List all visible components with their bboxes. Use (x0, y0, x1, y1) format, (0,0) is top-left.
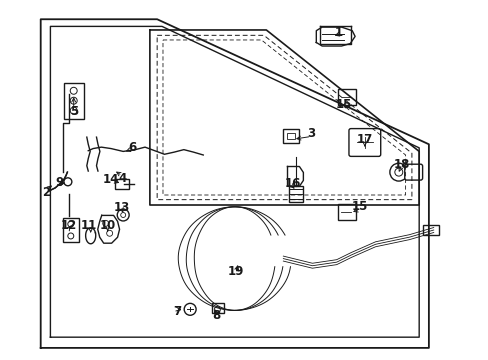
Circle shape (389, 163, 407, 181)
Text: 4: 4 (118, 172, 126, 185)
Bar (63, 83, 83, 118)
Circle shape (70, 87, 77, 94)
Circle shape (70, 107, 77, 114)
Bar (212, 303, 224, 313)
Circle shape (106, 230, 112, 236)
Text: 17: 17 (356, 134, 372, 147)
Circle shape (184, 303, 196, 315)
Bar (423, 225, 438, 235)
Text: 3: 3 (307, 127, 315, 140)
Text: 19: 19 (227, 265, 244, 278)
Circle shape (70, 97, 77, 104)
Text: 11: 11 (81, 219, 97, 232)
Text: 13: 13 (114, 201, 130, 214)
FancyBboxPatch shape (348, 129, 380, 156)
Text: 6: 6 (127, 141, 136, 154)
Text: 8: 8 (212, 309, 220, 321)
Bar (338, 204, 356, 220)
Text: 2: 2 (42, 186, 50, 199)
Circle shape (68, 221, 74, 227)
Circle shape (102, 220, 108, 226)
Circle shape (64, 178, 72, 186)
Text: 12: 12 (61, 219, 77, 232)
Text: 15: 15 (335, 98, 351, 111)
Circle shape (68, 233, 74, 239)
FancyBboxPatch shape (404, 164, 422, 180)
Bar (289, 186, 303, 202)
Text: 9: 9 (55, 176, 63, 189)
Text: 14: 14 (102, 173, 119, 186)
Text: 18: 18 (393, 158, 409, 171)
Text: 16: 16 (284, 177, 301, 190)
Bar (115, 179, 128, 189)
Bar (286, 134, 294, 139)
Bar (338, 89, 356, 105)
Text: 7: 7 (173, 305, 181, 318)
Text: 15: 15 (351, 200, 367, 213)
Text: 5: 5 (69, 105, 78, 118)
Text: 10: 10 (100, 219, 116, 232)
Bar (282, 130, 298, 143)
Bar (63, 218, 79, 242)
Circle shape (117, 209, 129, 221)
Text: 1: 1 (334, 26, 343, 39)
